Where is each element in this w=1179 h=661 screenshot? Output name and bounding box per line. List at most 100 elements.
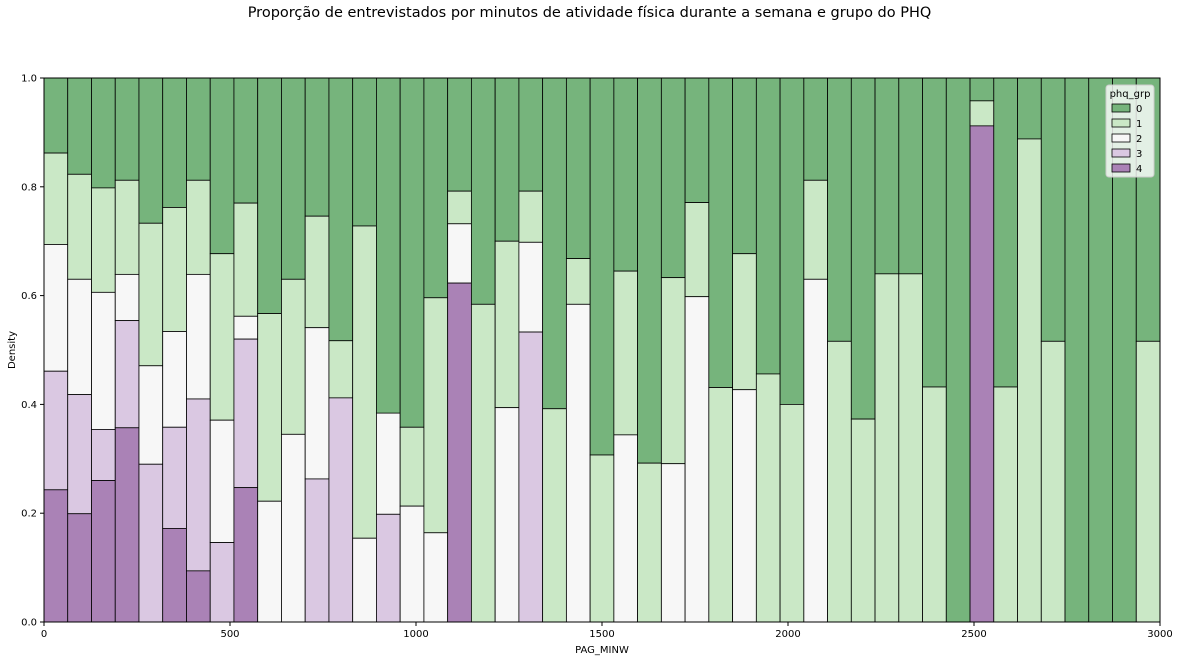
bar-bin-8-group-4 [233,487,259,623]
bar-bin-37-group-1 [922,386,947,623]
bar-bin-20-group-2 [518,241,544,333]
x-tick-label: 1500 [589,629,614,640]
legend-swatch-1 [1111,118,1131,128]
bar-bin-32-group-1 [803,179,828,280]
bar-bin-35-group-1 [874,273,900,623]
bar-bin-8-group-1 [233,202,259,317]
bar-bin-16-group-1 [423,297,449,534]
bar-bin-6-group-3 [186,398,211,572]
bar-bin-1-group-2 [67,278,92,396]
bar-bin-2-group-1 [91,187,116,293]
bar-bin-36-group-1 [898,273,923,623]
bar-bin-30-group-0 [755,77,781,375]
bar-bin-3-group-2 [114,273,140,322]
bar-bin-11-group-3 [304,478,330,623]
bar-bin-13-group-2 [352,537,377,623]
x-tick-label: 1000 [403,629,428,640]
bar-bin-42-group-1 [1040,340,1066,623]
legend-label-0: 0 [1136,104,1142,115]
bar-bin-15-group-1 [399,426,425,507]
bar-bin-26-group-0 [660,77,686,279]
bar-bin-4-group-2 [138,365,164,465]
bar-bin-23-group-0 [589,77,615,456]
x-axis: 0 500 1000 1500 2000 2500 3000 [41,622,1173,640]
bar-bin-3-group-0 [114,77,140,181]
bar-bin-11-group-1 [304,215,330,329]
bar-bin-6-group-1 [186,179,211,275]
bar-bin-14-group-0 [376,77,401,439]
bar-bin-4-group-3 [138,463,164,623]
bar-bin-42-group-0 [1040,77,1066,342]
bar-bin-13-group-1 [352,225,377,539]
bar-bin-46-group-1 [1135,340,1161,623]
bar-bin-5-group-2 [162,331,187,428]
bar-bin-12-group-3 [328,397,354,623]
bar-bin-28-group-1 [708,387,733,623]
bar-bin-14-group-3 [376,513,401,623]
bar-bin-22-group-2 [566,303,591,623]
bar-bin-1-group-4 [67,513,92,623]
bar-bin-1-group-0 [67,77,92,175]
bar-bin-19-group-0 [494,77,520,242]
legend-label-1: 1 [1136,119,1142,130]
bar-bin-25-group-0 [637,77,662,464]
bar-bin-0-group-1 [43,152,69,245]
bar-bin-9-group-1 [257,313,282,502]
bar-bin-38-group-0 [945,77,971,623]
bar-bin-43-group-0 [1064,77,1090,623]
legend-swatch-2 [1111,133,1131,143]
bar-bin-2-group-0 [91,77,116,189]
bar-bin-0-group-0 [43,77,69,154]
bar-bin-5-group-3 [162,426,187,529]
bar-bin-29-group-2 [732,389,757,623]
bar-bin-5-group-0 [162,77,187,208]
bar-bin-27-group-0 [684,77,710,203]
legend-swatch-3 [1111,148,1131,158]
bar-bin-34-group-1 [850,418,876,623]
bar-bin-23-group-1 [589,454,615,623]
legend-title: phq_grp [1110,89,1151,100]
bar-bin-16-group-0 [423,77,449,299]
bar-bin-11-group-2 [304,327,330,480]
bar-bin-0-group-2 [43,244,69,372]
bar-bin-19-group-2 [494,407,520,623]
bar-bin-1-group-1 [67,173,92,280]
bar-bin-15-group-0 [399,77,425,428]
legend-swatch-4 [1111,163,1131,173]
bar-bin-29-group-1 [732,253,757,391]
bar-bin-39-group-4 [969,125,995,623]
bar-bin-1-group-3 [67,394,92,515]
bar-bin-10-group-1 [281,278,306,435]
bar-bin-11-group-0 [304,77,330,217]
bar-bin-7-group-0 [209,77,235,255]
bar-bin-10-group-0 [281,77,306,280]
bar-bin-22-group-1 [566,258,591,305]
bar-bin-12-group-0 [328,77,354,342]
bar-bin-39-group-0 [969,77,995,102]
chart-title: Proporção de entrevistados por minutos d… [247,5,932,21]
bar-bin-18-group-0 [470,77,496,305]
bar-bin-8-group-3 [233,338,259,489]
bar-bin-24-group-2 [613,434,638,623]
bar-bin-6-group-0 [186,77,211,181]
bar-bin-34-group-0 [850,77,876,420]
bar-bin-32-group-0 [803,77,828,181]
bar-bin-20-group-0 [518,77,544,192]
x-tick-label: 2500 [961,629,986,640]
bar-bin-29-group-0 [732,77,757,255]
bar-bin-26-group-1 [660,277,686,465]
bar-bin-5-group-4 [162,528,187,623]
bar-bin-21-group-1 [542,408,567,623]
y-tick-label: 0.0 [21,618,37,629]
bar-bin-30-group-1 [755,373,781,623]
bar-bin-20-group-1 [518,190,544,243]
bar-bin-35-group-0 [874,77,900,275]
x-tick-label: 500 [220,629,239,640]
bar-bin-31-group-0 [779,77,805,405]
bar-bin-2-group-3 [91,429,116,481]
bar-bin-15-group-2 [399,505,425,623]
bar-bin-4-group-1 [138,222,164,367]
bar-bin-14-group-2 [376,412,401,515]
legend-label-3: 3 [1136,149,1142,160]
y-tick-label: 0.4 [21,400,37,411]
